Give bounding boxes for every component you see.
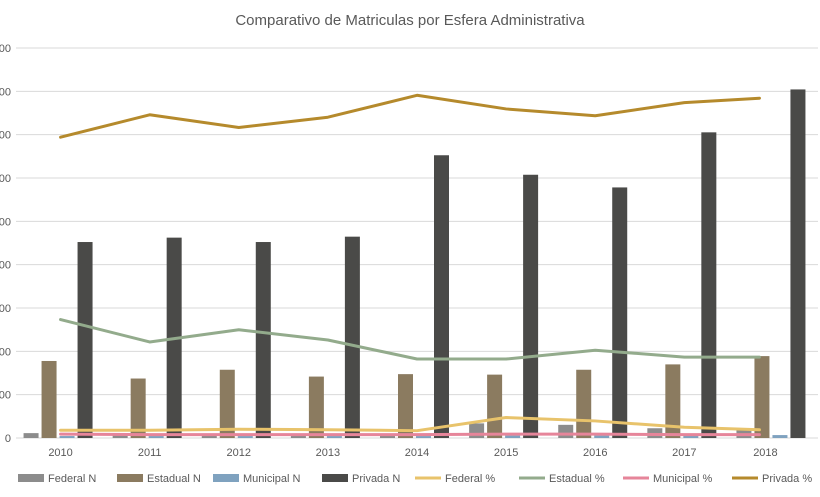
y-tick-label: 00 [0,303,11,315]
line-privada [59,93,761,139]
y-tick-label: 00 [0,260,11,272]
bar-federal-n-2011 [112,434,128,438]
bar-estadual-n-2015 [487,374,503,438]
bar-municipal-n-2017 [683,435,699,438]
chart-title: Comparativo de Matriculas por Esfera Adm… [235,12,585,29]
legend-label-privada: Privada % [762,473,812,485]
bar-municipal-n-2018 [772,435,788,438]
legend-swatch-federal-n [18,474,44,482]
y-tick-label: 00 [0,346,11,358]
bar-municipal-n-2010 [59,436,75,438]
x-tick-labels: 2010 2011 2012 2013 2014 2015 2016 2017 2018 [48,447,777,459]
legend-swatch-privada-n [322,474,348,482]
y-tick-label: 00 [0,130,11,142]
line-federal [59,416,761,433]
bars [23,89,806,438]
bar-municipal-n-2014 [416,436,431,438]
x-tick-label: 2015 [494,447,518,459]
legend-label-municipal-n: Municipal N [243,473,301,485]
x-tick-label: 2016 [583,447,607,459]
legend-label-estadual-n: Estadual N [147,473,201,485]
bar-estadual-n-2012 [219,369,235,438]
x-tick-label: 2013 [316,447,340,459]
y-tick-label: 00 [0,173,11,185]
bar-privada-n-2016 [612,187,628,438]
x-tick-label: 2011 [138,447,162,459]
bar-privada-n-2013 [344,236,360,438]
bar-municipal-n-2015 [505,435,521,438]
y-tick-label: 00 [0,216,11,228]
bar-federal-n-2016 [558,424,574,438]
line-estadual [59,318,761,361]
legend-swatch-municipal-n [213,474,239,482]
legend-label-privada-n: Privada N [352,473,400,485]
bar-privada-n-2015 [523,174,539,438]
bar-estadual-n-2014 [398,374,413,438]
bar-municipal-n-2012 [237,436,253,438]
y-tick-label: 0 [5,433,11,445]
x-tick-label: 2010 [48,447,72,459]
bar-privada-n-2010 [77,242,93,438]
bar-estadual-n-2016 [576,369,592,438]
bar-privada-n-2012 [255,242,271,438]
x-tick-label: 2014 [405,447,429,459]
legend-label-estadual: Estadual % [549,473,605,485]
bar-municipal-n-2013 [326,436,342,438]
bar-federal-n-2010 [23,433,39,438]
legend-swatch-estadual-n [117,474,143,482]
bar-municipal-n-2016 [594,435,610,438]
bar-municipal-n-2011 [148,436,164,438]
x-tick-label: 2018 [753,447,777,459]
bar-estadual-n-2017 [665,364,681,438]
bar-estadual-n-2010 [41,360,57,438]
x-tick-label: 2017 [672,447,696,459]
bar-privada-n-2017 [701,132,717,438]
legend: Federal N Estadual N Municipal N Privada N F… [18,473,812,485]
legend-label-municipal: Municipal % [653,473,713,485]
bar-estadual-n-2018 [754,356,770,438]
y-tick-label: 00 [0,86,11,98]
bar-federal-n-2013 [290,434,306,438]
bar-estadual-n-2011 [130,378,146,438]
legend-label-federal-n: Federal N [48,473,96,485]
legend-label-federal: Federal % [445,473,495,485]
lines [59,93,761,437]
y-tick-label: 00 [0,43,11,55]
bar-estadual-n-2013 [308,376,324,438]
y-tick-label: 00 [0,390,11,402]
x-tick-label: 2012 [227,447,251,459]
bar-federal-n-2015 [469,423,485,438]
bar-privada-n-2014 [434,155,449,438]
bar-privada-n-2018 [790,89,806,438]
